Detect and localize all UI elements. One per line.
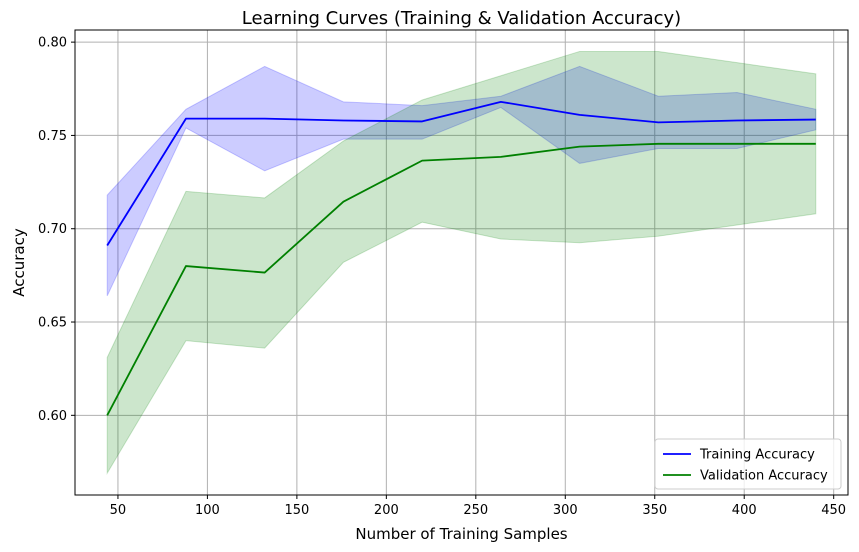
x-axis-label: Number of Training Samples: [355, 525, 567, 543]
validation-accuracy-line: [106, 142, 816, 416]
validation-accuracy-band: [106, 50, 817, 475]
x-tick-label: 400: [732, 503, 757, 518]
grid-lines: [75, 30, 848, 495]
chart-title: Learning Curves (Training & Validation A…: [242, 8, 681, 29]
x-tick-label: 50: [110, 503, 127, 518]
legend-label-training: Training Accuracy: [699, 448, 815, 463]
x-tick-label: 350: [642, 503, 667, 518]
y-tick-label: 0.80: [38, 36, 67, 51]
x-tick-label: 150: [284, 503, 309, 518]
series-lines: [106, 100, 816, 416]
axis-ticks: 50 100 150 200 250 300 350 400 450 0.60 0.65 0.70 0.…: [38, 36, 846, 518]
legend-label-validation: Validation Accuracy: [700, 469, 828, 484]
y-axis-label: Accuracy: [10, 228, 28, 297]
y-tick-label: 0.75: [38, 129, 67, 144]
x-tick-label: 100: [195, 503, 220, 518]
plot-frame: [74, 29, 849, 496]
y-tick-label: 0.65: [38, 316, 67, 331]
confidence-bands: [106, 50, 817, 475]
x-tick-label: 200: [374, 503, 399, 518]
y-tick-label: 0.60: [38, 409, 67, 424]
x-tick-label: 450: [821, 503, 846, 518]
legend: Training Accuracy Validation Accuracy: [654, 438, 842, 490]
training-accuracy-band: [106, 65, 817, 297]
x-tick-label: 300: [553, 503, 578, 518]
y-tick-label: 0.70: [38, 222, 67, 237]
x-tick-label: 250: [463, 503, 488, 518]
training-accuracy-line: [106, 100, 816, 246]
legend-box: [654, 438, 842, 490]
